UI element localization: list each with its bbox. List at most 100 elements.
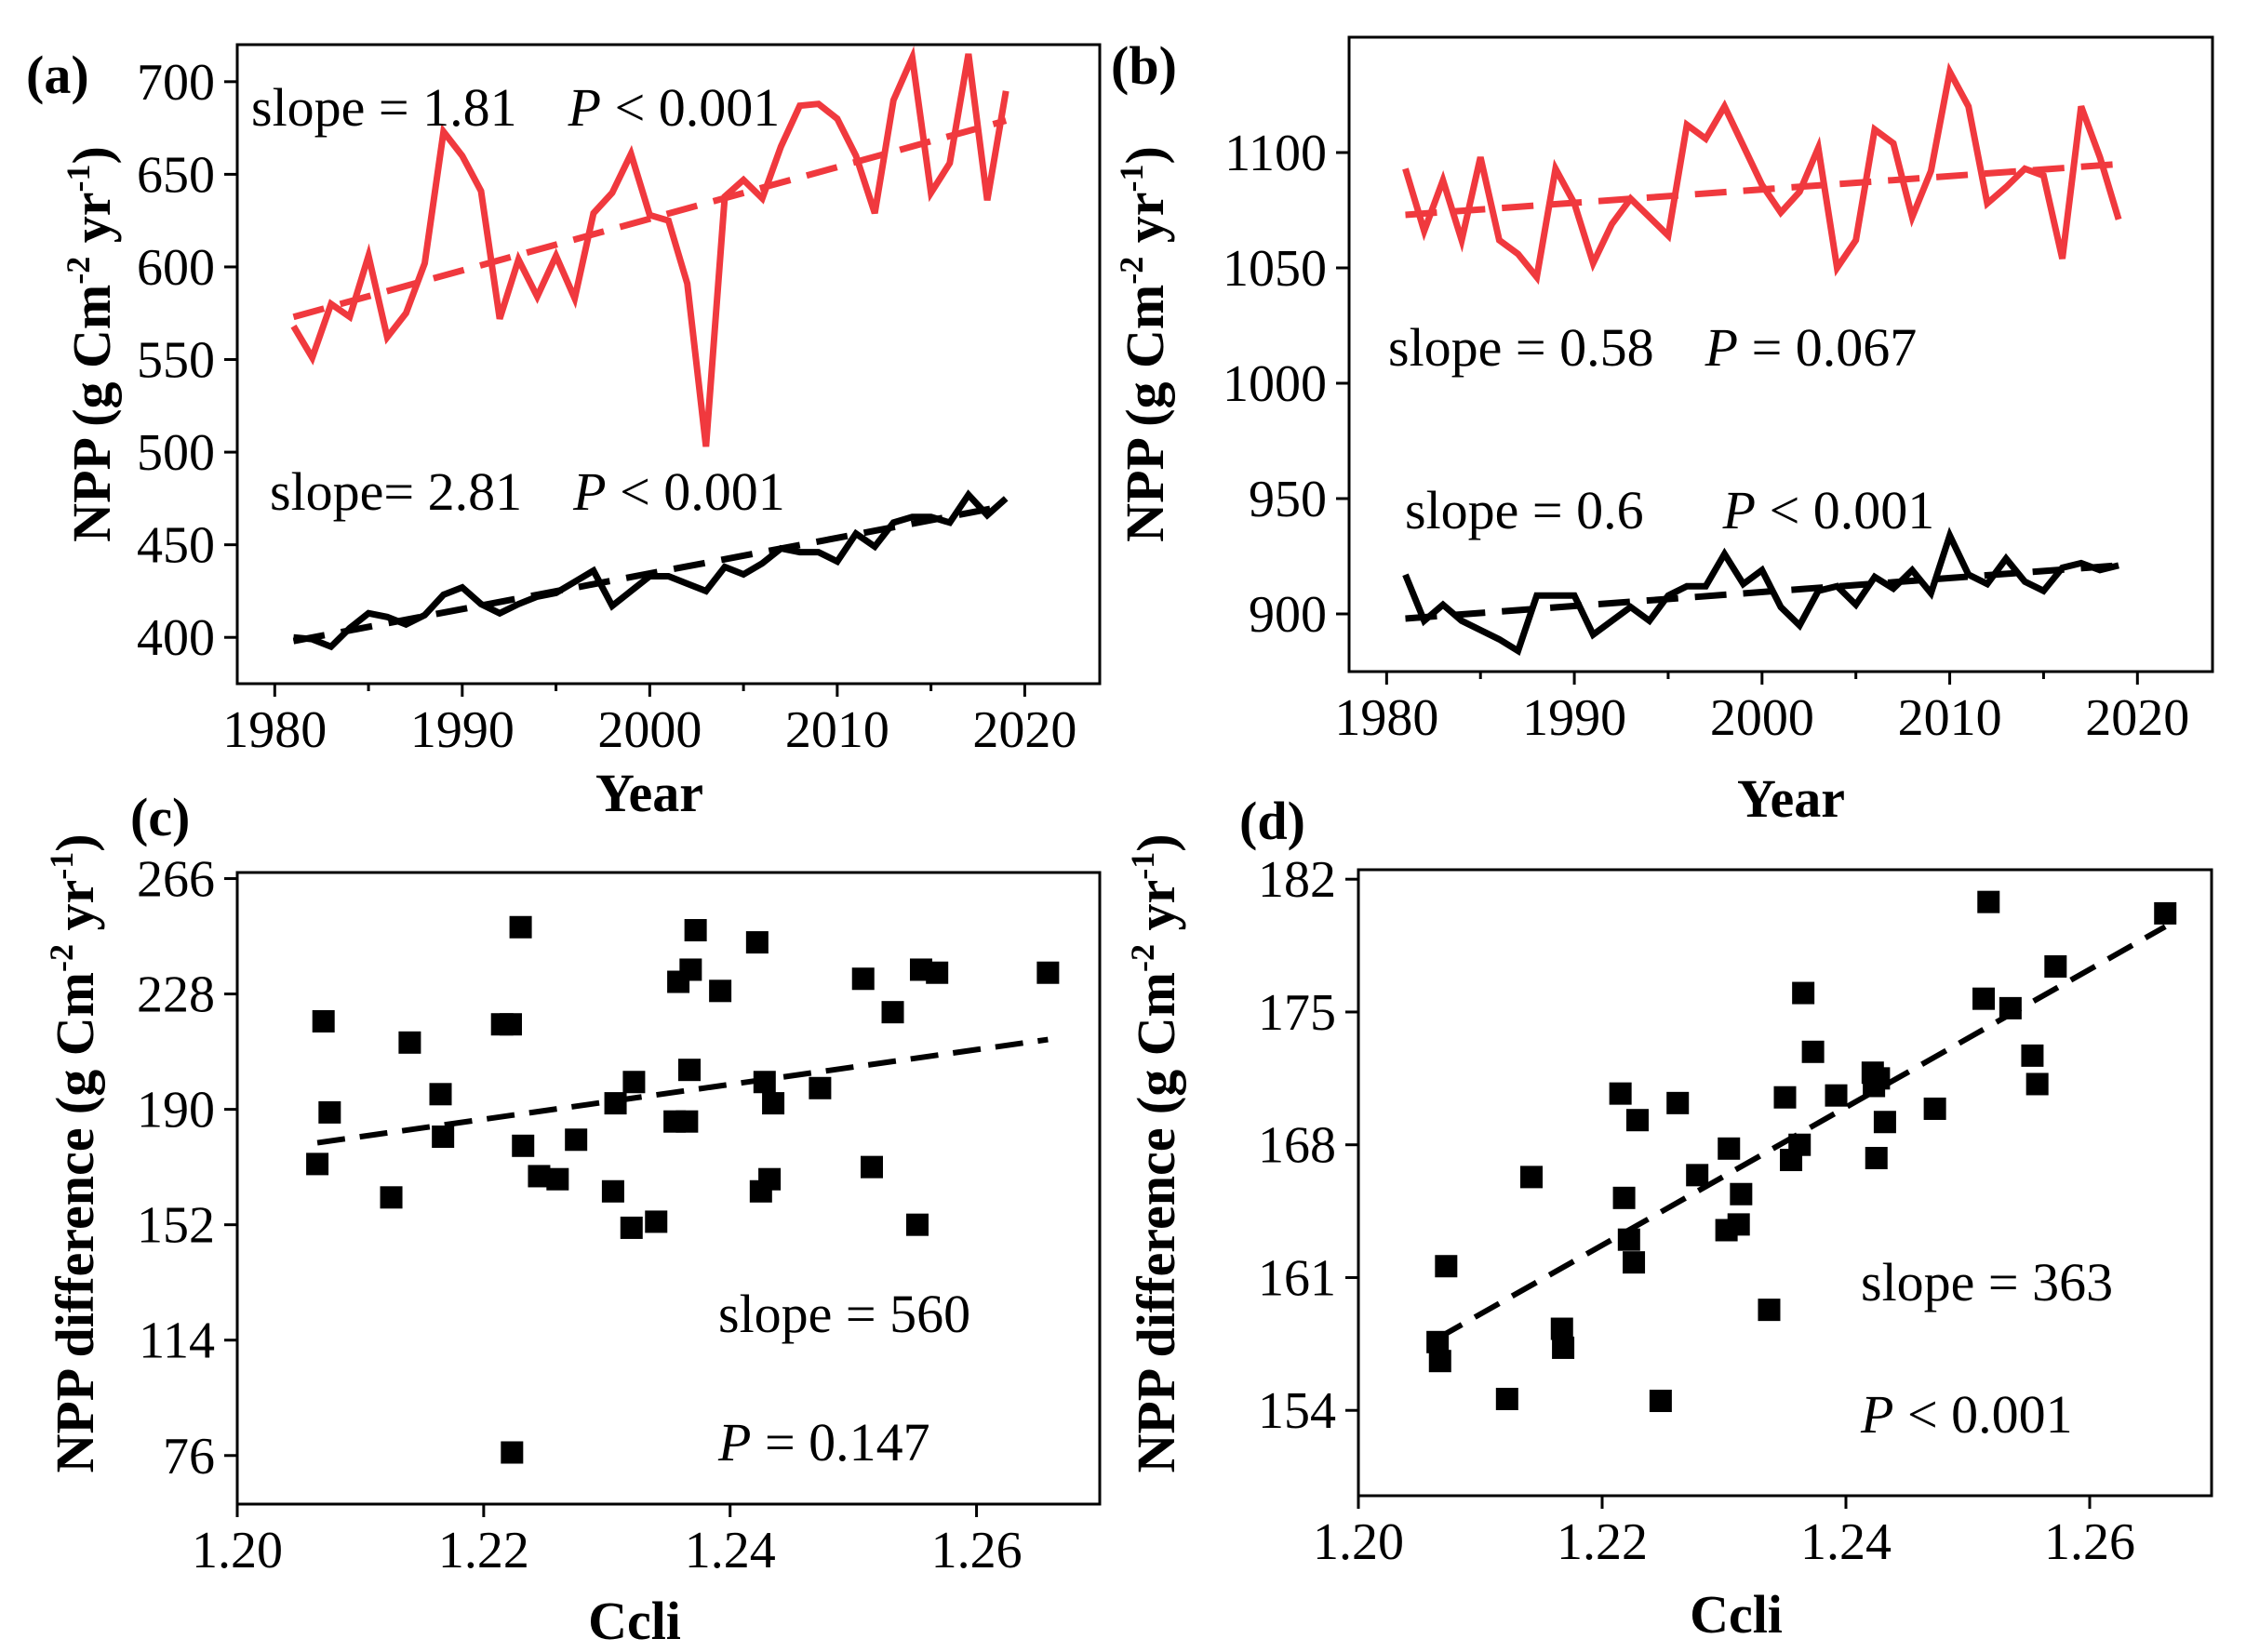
panel-d-point	[1923, 1097, 1946, 1120]
panel-c-ylabel: NPP difference (g Cm-2 yr-1)	[43, 833, 105, 1472]
panel-c-point	[675, 1110, 699, 1133]
panel-c-ytick-label: 190	[137, 1082, 215, 1139]
panel-b-xtick-label: 2010	[1898, 689, 2002, 747]
panel-c-anno-slope: slope = 560	[718, 1284, 970, 1344]
panel-b-xtick-label: 1980	[1334, 689, 1438, 747]
panel-d-point	[1977, 890, 2000, 913]
panel-a-series-upper	[290, 46, 1009, 447]
panel-c-point	[312, 1009, 335, 1032]
panel-a: (a) Year NPP (g Cm-2 yr-1) 1980 1990 2000 2…	[26, 43, 1102, 823]
panel-a-frame	[235, 43, 1102, 686]
panel-c-point	[809, 1076, 832, 1099]
panel-a-label: (a)	[26, 45, 89, 105]
panel-c-point	[684, 919, 707, 942]
panel-a-xtick-label: 1980	[222, 701, 327, 759]
panel-c-ytick-label: 228	[137, 966, 215, 1024]
panel-d-point	[1617, 1228, 1640, 1251]
panel-c-ytick-label: 266	[137, 851, 215, 909]
panel-c-point	[645, 1210, 668, 1233]
panel-b-label: (b)	[1111, 35, 1177, 96]
panel-c-point	[1036, 961, 1060, 984]
panel-c-label: (c)	[130, 787, 190, 847]
panel-d: (d) Ccli NPP difference (g Cm-2 yr-1) 1.…	[1124, 791, 2213, 1645]
panel-d-point	[1873, 1111, 1896, 1134]
panel-a-xlabel: Year	[595, 763, 703, 823]
panel-d-point	[1718, 1137, 1741, 1160]
panel-c-point	[622, 1071, 646, 1094]
panel-d-point	[1609, 1082, 1632, 1105]
panel-d-point	[1867, 1067, 1891, 1090]
panel-d-point	[2025, 1072, 2049, 1096]
panel-d-point	[1552, 1336, 1575, 1359]
panel-d-point	[1428, 1350, 1451, 1373]
panel-c-point	[758, 1167, 782, 1191]
panel-d-xtick-label: 1.22	[1557, 1513, 1648, 1571]
panel-d-xlabel: Ccli	[1690, 1584, 1783, 1645]
panel-b-ytick-label: 1000	[1223, 355, 1327, 413]
panel-d-point	[1972, 987, 1996, 1010]
panel-b-frame	[1347, 35, 2214, 673]
panel-c-xtick-label: 1.26	[931, 1522, 1023, 1579]
panel-c-point	[565, 1128, 588, 1152]
panel-c-point	[709, 979, 732, 1003]
panel-c-point	[512, 1134, 535, 1157]
panel-a-ytick-label: 700	[137, 54, 215, 112]
panel-d-point	[1801, 1040, 1825, 1063]
panel-d-ylabel: NPP difference (g Cm-2 yr-1)	[1124, 833, 1186, 1472]
panel-d-point	[1788, 1133, 1812, 1156]
panel-a-ytick-label: 450	[137, 517, 215, 575]
panel-d-point	[1792, 981, 1815, 1005]
panel-a-ytick-label: 550	[137, 332, 215, 390]
panel-d-frame	[1357, 868, 2213, 1498]
panel-d-anno-slope: slope = 363	[1861, 1252, 2113, 1312]
panel-b-ytick-label: 1100	[1224, 125, 1327, 182]
panel-c-point	[509, 915, 532, 939]
panel-a-ytick-label: 650	[137, 146, 215, 204]
panel-d-point	[1623, 1251, 1646, 1274]
panel-d-point	[1730, 1182, 1753, 1206]
panel-a-ytick-label: 600	[137, 239, 215, 297]
panel-c-xtick-label: 1.24	[685, 1522, 776, 1579]
panel-c-frame	[235, 871, 1102, 1506]
panel-a-ytick-label: 500	[137, 424, 215, 482]
panel-b-xtick-label: 2000	[1710, 689, 1814, 747]
panel-c-ytick-label: 76	[163, 1428, 215, 1485]
panel-a-xtick-label: 1990	[410, 701, 515, 759]
panel-c: (c) Ccli NPP difference (g Cm-2 yr-1) 1.…	[43, 787, 1102, 1651]
panel-d-point	[1773, 1086, 1797, 1109]
panel-b-anno-lower: slope = 0.6 P < 0.001	[1405, 480, 1934, 540]
panel-c-xtick-label: 1.20	[192, 1522, 283, 1579]
panel-c-point	[881, 1001, 904, 1024]
panel-d-label: (d)	[1239, 791, 1305, 851]
panel-b: (b) Year NPP (g Cm-2 yr-1) 1980 1990 2000 2…	[1111, 35, 2214, 829]
panel-d-ytick-label: 182	[1258, 851, 1336, 909]
panel-b-xtick-label: 2020	[2085, 689, 2189, 747]
panel-c-point	[745, 931, 769, 954]
panel-d-point	[1520, 1166, 1544, 1189]
panel-c-point	[546, 1167, 569, 1191]
panel-c-point	[851, 967, 875, 991]
panel-c-anno-p: P = 0.147	[717, 1412, 930, 1472]
panel-c-ytick-label: 152	[137, 1197, 215, 1255]
panel-d-point	[1686, 1164, 1709, 1187]
panel-c-xtick-label: 1.22	[438, 1522, 529, 1579]
panel-d-ytick-label: 154	[1258, 1382, 1336, 1440]
panel-d-anno-p: P < 0.001	[1860, 1384, 2073, 1445]
panel-b-trend-lower	[1405, 562, 2119, 622]
panel-c-point	[679, 958, 702, 981]
panel-c-xlabel: Ccli	[588, 1591, 681, 1651]
panel-d-point	[1649, 1390, 1672, 1413]
panel-c-point	[499, 1013, 522, 1036]
panel-a-xtick-label: 2010	[785, 701, 889, 759]
panel-a-trend-upper	[292, 117, 1008, 321]
panel-a-xtick-label: 2020	[972, 701, 1076, 759]
panel-d-trend	[1436, 924, 2167, 1341]
panel-c-point	[678, 1059, 702, 1082]
panel-d-ytick-label: 175	[1258, 984, 1336, 1042]
panel-d-point	[2044, 955, 2067, 979]
panel-c-point	[604, 1092, 627, 1115]
panel-b-ytick-label: 900	[1249, 586, 1327, 644]
panel-d-point	[1435, 1255, 1458, 1278]
panel-d-point	[2021, 1044, 2044, 1067]
